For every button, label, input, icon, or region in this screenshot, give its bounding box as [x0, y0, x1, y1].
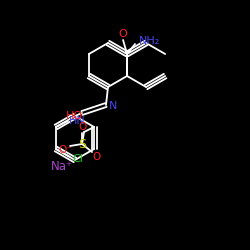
Text: O: O: [119, 29, 128, 39]
Text: O: O: [92, 152, 100, 162]
Text: NH₂: NH₂: [138, 36, 160, 46]
Text: O: O: [78, 122, 86, 132]
Text: S: S: [78, 138, 86, 150]
Text: HO: HO: [66, 111, 82, 121]
Text: Cl: Cl: [72, 154, 84, 164]
Text: O⁻: O⁻: [58, 145, 72, 155]
Text: N: N: [109, 101, 117, 111]
Text: HN: HN: [68, 116, 86, 126]
Text: Na⁺: Na⁺: [51, 160, 73, 172]
